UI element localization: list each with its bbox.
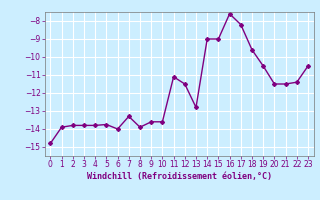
X-axis label: Windchill (Refroidissement éolien,°C): Windchill (Refroidissement éolien,°C) [87, 172, 272, 181]
